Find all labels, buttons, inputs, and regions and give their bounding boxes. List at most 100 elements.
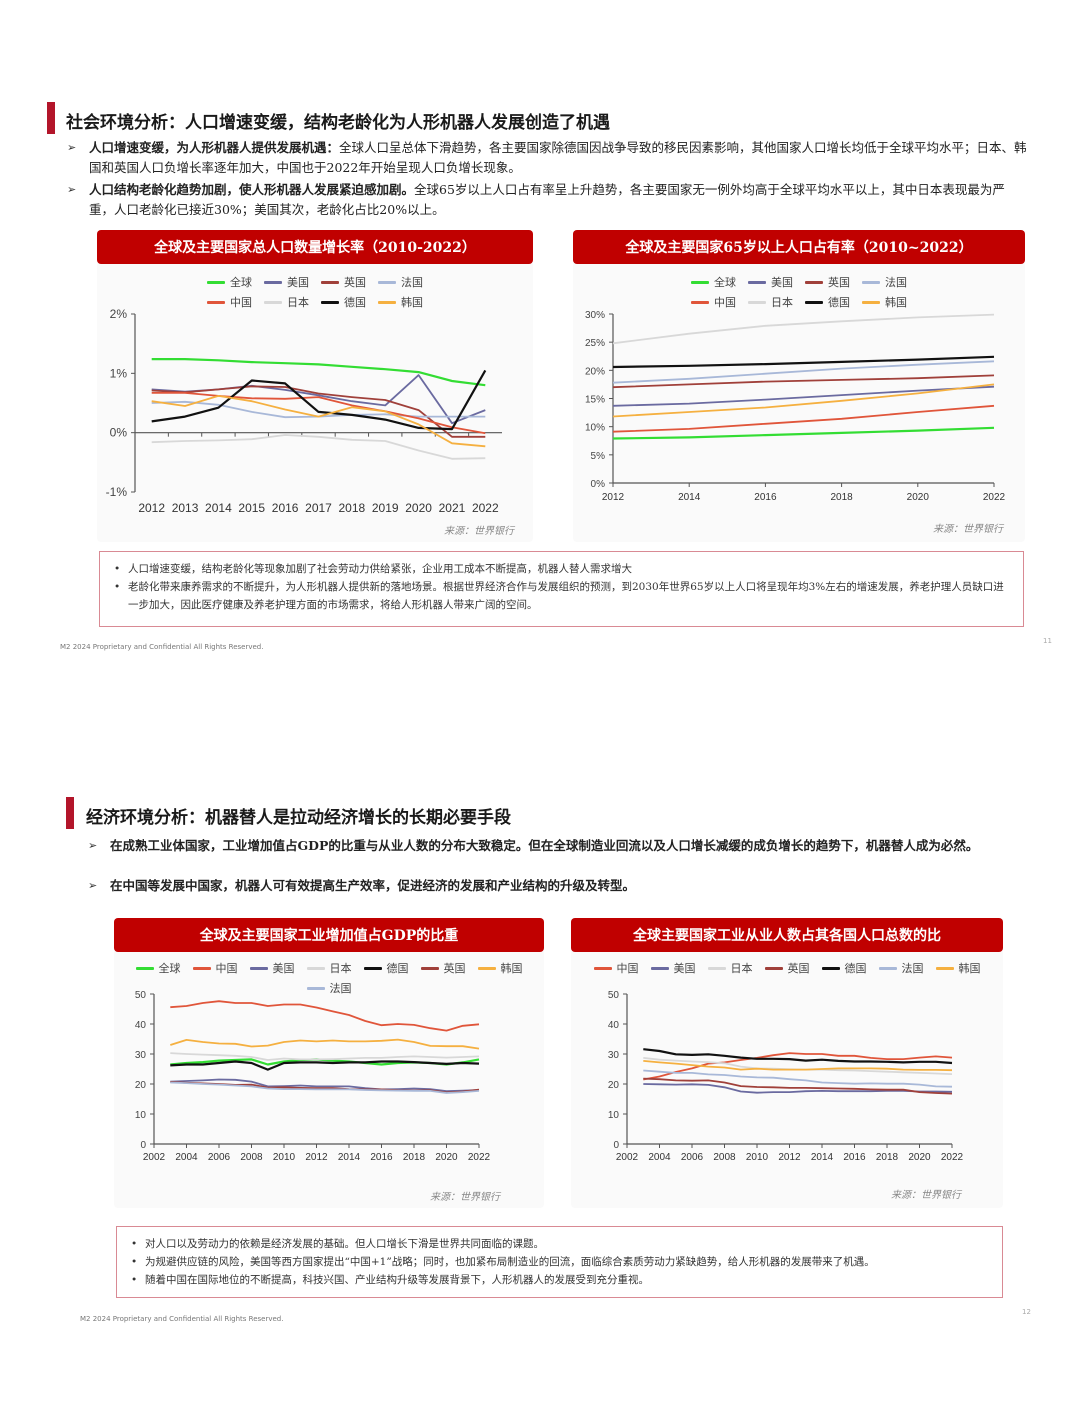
summary-item: 老龄化带来康养需求的不断提升，为人形机器人提供新的落地场景。根据世界经济合作与发…: [114, 578, 1009, 614]
svg-text:2014: 2014: [811, 1152, 834, 1163]
series-line: [151, 385, 486, 438]
legend-item: 法国: [862, 272, 907, 292]
svg-text:1%: 1%: [110, 366, 128, 380]
bullet-1: ➢ 人口增速变缓，为人形机器人提供发展机遇：全球人口呈总体下滑趋势，各主要国家除…: [67, 140, 1027, 175]
series-line: [612, 426, 995, 440]
line-chart: 0 10 20 30 40 50 2002 2004 2006 2008 2010 2012 2014 2…: [135, 990, 491, 1163]
legend-swatch-icon: [207, 280, 225, 284]
svg-text:2020: 2020: [405, 501, 432, 515]
legend-label: 日本: [730, 962, 753, 975]
series-line: [170, 1000, 480, 1032]
series-line: [151, 369, 487, 431]
legend-label: 全球: [230, 276, 252, 289]
line-chart: 0% 5% 10% 15% 20% 25% 30% 2012 2014 2016 2018 2020 2…: [585, 310, 1006, 503]
svg-text:2013: 2013: [172, 501, 199, 515]
summary-box: 对人口以及劳动力的依赖是经济发展的基础。但人口增长下滑是世界共同面临的课题。 为…: [116, 1226, 1003, 1298]
source-note: 来源：世界银行: [444, 526, 514, 537]
svg-text:2012: 2012: [602, 492, 625, 503]
series-line: [643, 1083, 953, 1094]
legend-swatch-icon: [420, 966, 439, 970]
svg-text:2%: 2%: [110, 307, 128, 321]
legend-item: 美国: [650, 958, 696, 978]
svg-text:2016: 2016: [843, 1152, 866, 1163]
legend-swatch-icon: [764, 966, 783, 970]
svg-text:2022: 2022: [941, 1152, 964, 1163]
source-note: 来源：世界银行: [891, 1190, 961, 1201]
svg-text:2017: 2017: [305, 501, 332, 515]
svg-text:2020: 2020: [907, 492, 930, 503]
svg-text:2002: 2002: [616, 1152, 639, 1163]
svg-text:2010: 2010: [273, 1152, 296, 1163]
svg-text:10: 10: [135, 1110, 147, 1121]
legend-label: 法国: [329, 982, 352, 995]
legend-swatch-icon: [650, 966, 669, 970]
legend-label: 美国: [771, 276, 793, 289]
svg-text:2016: 2016: [272, 501, 299, 515]
slide-title: 经济环境分析：机器替人是拉动经济增长的长期必要手段: [86, 808, 511, 828]
legend-label: 英国: [787, 962, 810, 975]
legend-swatch-icon: [192, 966, 211, 970]
svg-text:10%: 10%: [585, 423, 605, 434]
legend-item: 德国: [821, 958, 867, 978]
legend-swatch-icon: [477, 966, 496, 970]
chart-title: 全球主要国家工业从业人数占其各国人口总数的比: [571, 918, 1003, 952]
legend-item: 法国: [878, 958, 924, 978]
legend-item: 韩国: [378, 292, 423, 312]
svg-text:30: 30: [135, 1050, 147, 1061]
series-line: [151, 357, 486, 387]
svg-text:0: 0: [140, 1140, 146, 1151]
legend-swatch-icon: [378, 300, 396, 304]
svg-text:50: 50: [135, 990, 147, 1001]
svg-text:2018: 2018: [339, 501, 366, 515]
svg-text:15%: 15%: [585, 395, 605, 406]
bullet-2: ➢ 人口结构老龄化趋势加剧，使人形机器人发展紧迫感加剧。全球65岁以上人口占有率…: [67, 182, 1005, 217]
svg-text:2002: 2002: [143, 1152, 166, 1163]
legend-label: 日本: [329, 962, 352, 975]
legend-label: 美国: [272, 962, 295, 975]
chart-legend: 全球 中国 美国 日本 德国 英国 韩国 法国: [114, 958, 544, 998]
series-line: [612, 385, 995, 407]
bullet-1: ➢ 在成熟工业体国家，工业增加值占GDP的比重与从业人数的分布大致稳定。但在全球…: [88, 836, 1000, 856]
legend-label: 德国: [844, 962, 867, 975]
series-line: [170, 1052, 480, 1061]
legend-item: 日本: [306, 958, 352, 978]
legend-label: 韩国: [958, 962, 981, 975]
legend-swatch-icon: [378, 280, 396, 284]
legend-swatch-icon: [264, 280, 282, 284]
summary-box: 人口增速变缓，结构老龄化等现象加剧了社会劳动力供给紧张，企业用工成本不断提高，机…: [99, 551, 1024, 627]
svg-text:5%: 5%: [591, 451, 606, 462]
series-line: [643, 1077, 953, 1095]
svg-text:20: 20: [135, 1080, 147, 1091]
legend-label: 德国: [828, 296, 850, 309]
svg-text:2012: 2012: [305, 1152, 328, 1163]
legend-label: 日本: [771, 296, 793, 309]
svg-text:-1%: -1%: [106, 485, 128, 499]
svg-text:2004: 2004: [175, 1152, 198, 1163]
legend-swatch-icon: [691, 300, 709, 304]
legend-label: 英国: [344, 276, 366, 289]
bullet-2: ➢ 在中国等发展中国家，机器人可有效提高生产效率，促进经济的发展和产业结构的升级…: [88, 876, 1000, 896]
legend-item: 中国: [691, 292, 736, 312]
svg-text:2021: 2021: [439, 501, 466, 515]
summary-item: 为规避供应链的风险，美国等西方国家提出“中国+1”战略；同时，也加紧布局制造业的…: [131, 1253, 988, 1271]
summary-item: 人口增速变缓，结构老龄化等现象加剧了社会劳动力供给紧张，企业用工成本不断提高，机…: [114, 560, 1009, 578]
arrow-bullet-icon: ➢: [67, 183, 77, 196]
legend-label: 法国: [901, 962, 924, 975]
legend-item: 全球: [207, 272, 252, 292]
legend-label: 法国: [885, 276, 907, 289]
svg-text:25%: 25%: [585, 338, 605, 349]
arrow-bullet-icon: ➢: [67, 141, 77, 154]
legend-swatch-icon: [691, 280, 709, 284]
svg-text:2008: 2008: [713, 1152, 736, 1163]
svg-text:2022: 2022: [983, 492, 1006, 503]
svg-text:0%: 0%: [110, 426, 128, 440]
series-line: [643, 1069, 953, 1088]
legend-label: 中国: [215, 962, 238, 975]
legend-swatch-icon: [748, 280, 766, 284]
svg-text:2015: 2015: [238, 501, 265, 515]
chart-population-growth: 全球及主要国家总人口数量增长率（2010-2022） 全球 美国 英国 法国 中国 日本 德…: [97, 230, 533, 542]
legend-swatch-icon: [321, 300, 339, 304]
series-line: [643, 1060, 953, 1072]
svg-text:2022: 2022: [468, 1152, 491, 1163]
legend-item: 中国: [192, 958, 238, 978]
